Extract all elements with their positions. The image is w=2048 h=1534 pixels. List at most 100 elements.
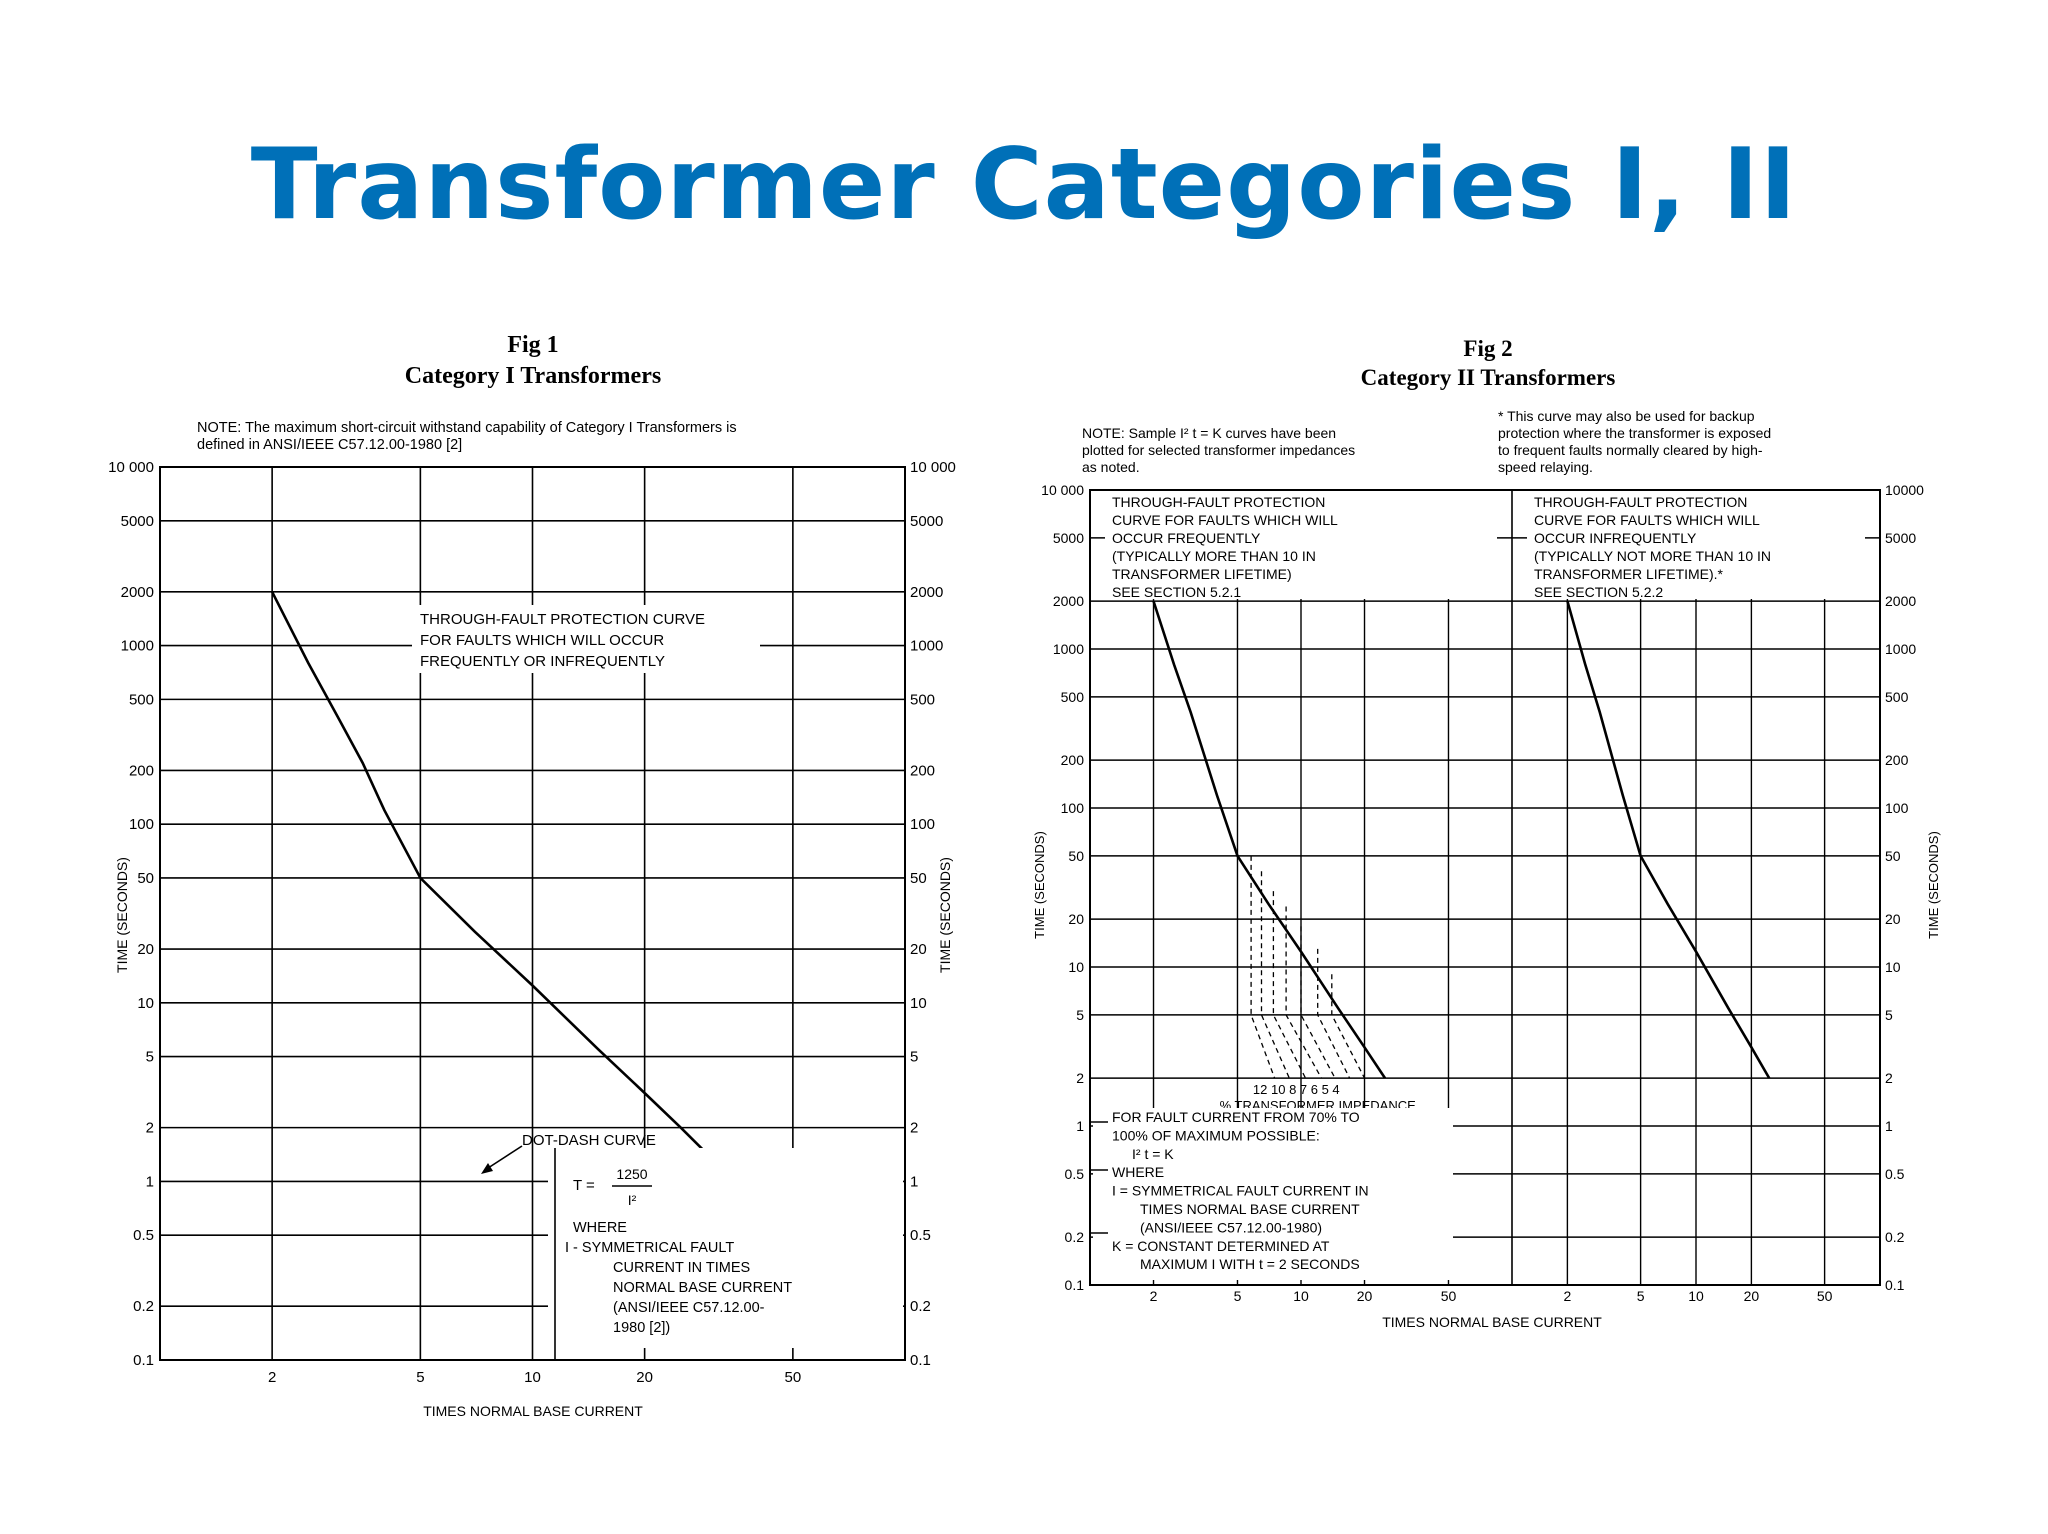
fig2-impedance-labels: 12 10 8 7 6 5 4	[1253, 1082, 1340, 1097]
fig2-note-1: plotted for selected transformer impedan…	[1082, 442, 1355, 458]
fig1-ytick-left: 200	[129, 762, 154, 779]
fig1-ytick-right: 0.1	[910, 1352, 931, 1369]
fig2-p0-xtick: 50	[1441, 1288, 1457, 1304]
fig1-ytick-left: 1000	[121, 638, 154, 655]
fig2-p1-xtick: 50	[1817, 1288, 1833, 1304]
fig1-xlabel: TIMES NORMAL BASE CURRENT	[423, 1403, 643, 1419]
fig2-impedance-curve-10	[1260, 871, 1290, 1079]
fig1-ytick-right: 20	[910, 941, 927, 958]
fig2-p0-header-3: (TYPICALLY MORE THAN 10 IN	[1112, 548, 1316, 564]
fig1-ytick-left: 5	[146, 1049, 154, 1066]
fig2-ylabel-right: TIME (SECONDS)	[1926, 831, 1941, 939]
fig1-where-1: I - SYMMETRICAL FAULT	[565, 1240, 734, 1256]
fig2-p1-header-4: TRANSFORMER LIFETIME).*	[1534, 566, 1724, 582]
fig1-ytick-left: 50	[137, 870, 154, 887]
fig1-ytick-right: 500	[910, 691, 935, 708]
fig2-p1-xtick: 5	[1637, 1288, 1645, 1304]
fig2-p1-header-5: SEE SECTION 5.2.2	[1534, 584, 1663, 600]
fig2-ytick-right: 1	[1885, 1118, 1893, 1134]
fig2-note-0: NOTE: Sample I² t = K curves have been	[1082, 425, 1336, 441]
fig1-ytick-right: 5000	[910, 513, 943, 530]
fig2-p0-xtick: 5	[1234, 1288, 1242, 1304]
fig2-legend-4: I = SYMMETRICAL FAULT CURRENT IN	[1112, 1183, 1369, 1199]
fig1-ytick-left: 0.1	[133, 1352, 154, 1369]
fig2-legend-7: K = CONSTANT DETERMINED AT	[1112, 1238, 1330, 1254]
fig2-ytick-right: 10	[1885, 959, 1901, 975]
fig2-p1-header-2: OCCUR INFREQUENTLY	[1534, 530, 1697, 546]
fig1-ytick-right: 50	[910, 870, 927, 887]
fig2-p1-header-bg	[1527, 491, 1865, 599]
fig1-where-0: WHERE	[573, 1220, 627, 1236]
fig1-ytick-left: 10 000	[108, 459, 154, 476]
fig2-backup-note-0: * This curve may also be used for backup	[1498, 408, 1755, 424]
fig2-p0-header-1: CURVE FOR FAULTS WHICH WILL	[1112, 512, 1338, 528]
fig2-title: Category II Transformers	[1361, 365, 1616, 390]
fig1-ytick-left: 5000	[121, 513, 154, 530]
fig2-ytick-left: 10	[1068, 959, 1084, 975]
fig1-ytick-left: 20	[137, 941, 154, 958]
fig2-ytick-left: 20	[1068, 911, 1084, 927]
fig2-p1-series-0	[1566, 600, 1771, 1079]
fig2-p0-xtick: 10	[1293, 1288, 1309, 1304]
fig2-ytick-left: 2000	[1053, 593, 1084, 609]
fig1-dotdash-label: DOT-DASH CURVE	[522, 1132, 656, 1149]
fig2-legend-2: I² t = K	[1132, 1146, 1174, 1162]
fig2-ytick-left: 5000	[1053, 530, 1084, 546]
fig2-impedance-curve-7	[1285, 906, 1322, 1079]
fig2-ytick-left: 1000	[1053, 641, 1084, 657]
fig2-legend-bg	[1093, 1108, 1453, 1280]
fig2-p1-xtick: 20	[1744, 1288, 1760, 1304]
fig2-ytick-left: 0.5	[1065, 1166, 1085, 1182]
fig2-ytick-right: 0.5	[1885, 1166, 1905, 1182]
fig1-ytick-right: 2	[910, 1120, 918, 1137]
fig1-xtick: 20	[636, 1369, 653, 1386]
fig1-formula-lhs: T =	[573, 1177, 595, 1194]
fig1-curve-note-0: THROUGH-FAULT PROTECTION CURVE	[420, 611, 705, 628]
fig1-ytick-left: 0.5	[133, 1227, 154, 1244]
fig1-curve-note-1: FOR FAULTS WHICH WILL OCCUR	[420, 632, 664, 649]
fig2-ytick-right: 50	[1885, 848, 1901, 864]
fig2-ytick-left: 50	[1068, 848, 1084, 864]
fig1-ytick-right: 0.5	[910, 1227, 931, 1244]
fig1-note-1: defined in ANSI/IEEE C57.12.00-1980 [2]	[197, 437, 462, 453]
fig1-ylabel-left: TIME (SECONDS)	[114, 857, 130, 973]
fig2-ytick-right: 5000	[1885, 530, 1916, 546]
fig1-ytick-left: 10	[137, 995, 154, 1012]
fig2-ytick-right: 0.2	[1885, 1229, 1905, 1245]
fig2-ytick-right: 1000	[1885, 641, 1916, 657]
fig2-p0-header-0: THROUGH-FAULT PROTECTION	[1112, 494, 1325, 510]
fig1-ytick-right: 200	[910, 762, 935, 779]
fig1-ytick-left: 2	[146, 1120, 154, 1137]
fig2-ytick-left: 100	[1061, 800, 1085, 816]
fig1-xtick: 5	[416, 1369, 424, 1386]
fig2-ytick-left: 200	[1061, 752, 1085, 768]
fig1-curve-note-2: FREQUENTLY OR INFREQUENTLY	[420, 653, 665, 670]
fig1-note-0: NOTE: The maximum short-circuit withstan…	[197, 420, 737, 436]
fig1-ylabel-right: TIME (SECONDS)	[937, 857, 953, 973]
fig2-p0-series-0	[1152, 600, 1387, 1079]
fig2-ylabel-left: TIME (SECONDS)	[1032, 831, 1047, 939]
fig2-ytick-left: 0.2	[1065, 1229, 1085, 1245]
fig1-ytick-left: 2000	[121, 584, 154, 601]
fig2-p0-header-5: SEE SECTION 5.2.1	[1112, 584, 1241, 600]
fig2-p0-header-2: OCCUR FREQUENTLY	[1112, 530, 1261, 546]
fig1-where-5: 1980 [2])	[613, 1320, 670, 1336]
fig2-impedance-curve-5	[1317, 948, 1351, 1079]
fig1-xtick: 2	[268, 1369, 276, 1386]
fig1-xtick: 50	[785, 1369, 802, 1386]
fig2-impedance-curve-4	[1331, 974, 1366, 1079]
fig1-where-4: (ANSI/IEEE C57.12.00-	[613, 1300, 765, 1316]
fig1-ytick-right: 2000	[910, 584, 943, 601]
fig1-ytick-left: 1	[146, 1173, 154, 1190]
fig2-ytick-right: 10000	[1885, 482, 1924, 498]
fig1-ytick-right: 100	[910, 816, 935, 833]
slide-title: Transformer Categories I, II	[250, 128, 1798, 242]
fig1-ytick-left: 500	[129, 691, 154, 708]
fig2-ytick-right: 500	[1885, 689, 1909, 705]
fig1-ytick-right: 1	[910, 1173, 918, 1190]
fig2-note-2: as noted.	[1082, 459, 1140, 475]
fig1-ytick-left: 0.2	[133, 1298, 154, 1315]
fig2-ytick-right: 2	[1885, 1070, 1893, 1086]
fig2-legend-1: 100% OF MAXIMUM POSSIBLE:	[1112, 1127, 1320, 1143]
fig2-p1-header-0: THROUGH-FAULT PROTECTION	[1534, 494, 1747, 510]
